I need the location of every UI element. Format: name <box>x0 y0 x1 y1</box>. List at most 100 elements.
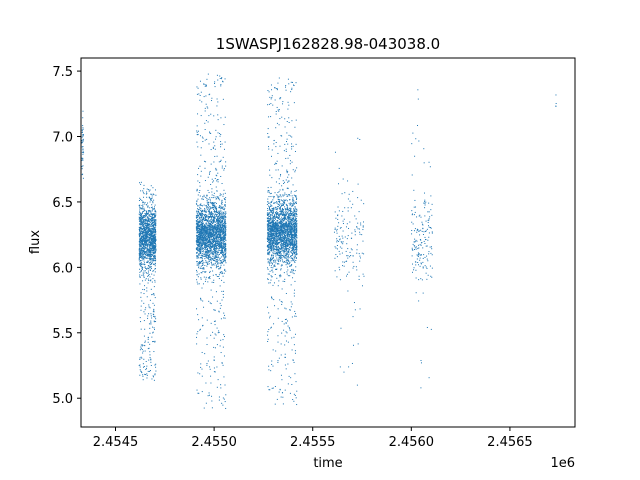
data-point <box>139 215 141 217</box>
data-point <box>225 256 227 258</box>
data-point <box>144 222 146 224</box>
data-point <box>145 223 147 225</box>
data-point <box>140 242 142 244</box>
data-point <box>214 220 216 222</box>
data-point <box>144 247 146 249</box>
data-point <box>221 252 223 254</box>
data-point <box>155 229 157 231</box>
data-point <box>143 207 145 209</box>
data-point <box>141 200 143 201</box>
data-point <box>289 328 291 330</box>
data-point <box>197 218 199 220</box>
data-point <box>215 202 217 204</box>
data-point <box>81 132 83 134</box>
data-point <box>197 209 199 211</box>
data-point <box>196 190 198 192</box>
data-point <box>225 230 227 232</box>
data-point <box>150 253 152 255</box>
data-point <box>215 232 217 234</box>
data-point <box>142 251 144 253</box>
data-point <box>205 223 207 225</box>
data-point <box>222 255 224 257</box>
data-point <box>142 236 144 238</box>
data-point <box>215 226 217 228</box>
data-point <box>213 234 215 236</box>
data-point <box>216 196 218 198</box>
data-point <box>296 198 298 200</box>
data-point <box>152 213 154 215</box>
data-point <box>225 250 227 252</box>
data-point <box>207 176 209 178</box>
data-point <box>196 249 198 251</box>
data-point <box>219 268 221 270</box>
data-point <box>225 212 227 214</box>
data-point <box>142 222 144 224</box>
data-point <box>141 249 143 251</box>
data-point <box>215 219 217 221</box>
data-point <box>223 269 225 271</box>
data-point <box>141 248 143 250</box>
data-point <box>196 274 198 276</box>
data-point <box>220 224 222 226</box>
data-point <box>196 252 198 254</box>
data-point <box>203 255 205 257</box>
data-point <box>199 373 201 375</box>
data-point <box>201 240 203 242</box>
data-point <box>151 243 153 245</box>
data-point <box>212 204 214 206</box>
data-point <box>270 202 272 204</box>
data-point <box>142 363 144 365</box>
data-point <box>204 233 206 235</box>
data-point <box>143 249 145 251</box>
data-point <box>198 221 200 223</box>
data-point <box>207 206 209 208</box>
data-point <box>209 250 211 252</box>
data-point <box>144 256 146 258</box>
data-point <box>201 226 203 228</box>
data-point <box>208 216 210 218</box>
data-point <box>206 228 208 230</box>
data-point <box>141 263 143 265</box>
data-point <box>216 229 218 231</box>
data-point <box>204 232 206 234</box>
data-point <box>223 215 225 217</box>
data-point <box>291 337 293 339</box>
data-point <box>152 326 154 328</box>
data-point <box>147 338 149 340</box>
data-point <box>151 221 153 223</box>
data-point <box>147 317 149 319</box>
data-point <box>225 251 227 253</box>
data-point <box>147 216 149 218</box>
data-point <box>224 232 226 234</box>
data-point <box>291 214 293 216</box>
data-point <box>221 202 223 204</box>
data-point <box>146 224 148 226</box>
data-point <box>204 209 206 211</box>
data-point <box>198 264 200 266</box>
data-point <box>218 242 220 244</box>
data-point <box>152 293 154 295</box>
data-point <box>217 216 219 218</box>
data-point <box>202 241 204 243</box>
data-point <box>204 265 206 267</box>
data-point <box>144 252 146 254</box>
data-point <box>149 249 151 251</box>
data-point <box>208 231 210 233</box>
data-point <box>152 239 154 241</box>
data-point <box>196 130 198 132</box>
data-point <box>138 213 140 215</box>
data-point <box>223 259 225 261</box>
data-point <box>148 211 150 213</box>
data-point <box>295 195 297 197</box>
data-point <box>210 232 212 234</box>
data-point <box>204 238 206 240</box>
data-point <box>222 206 224 208</box>
data-point <box>219 230 221 232</box>
data-point <box>198 222 200 224</box>
data-point <box>147 254 149 256</box>
data-point <box>223 241 225 243</box>
data-point <box>153 379 155 381</box>
data-point <box>277 241 279 243</box>
data-point <box>205 204 207 206</box>
data-point <box>154 265 156 267</box>
